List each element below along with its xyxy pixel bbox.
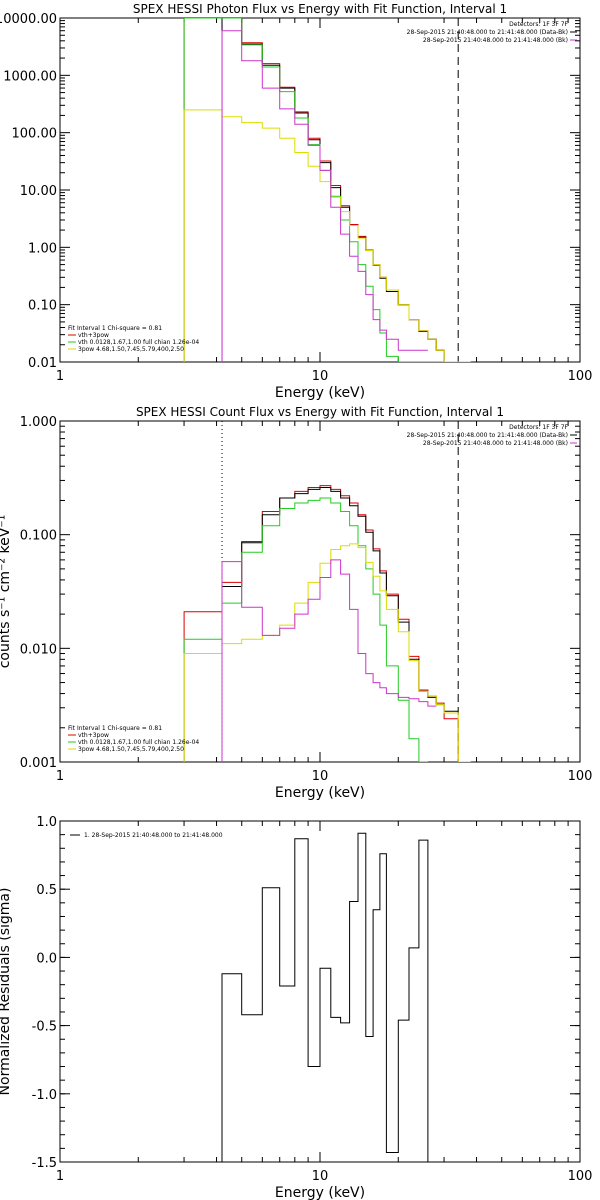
y-tick-label: 0.010 — [20, 642, 57, 657]
x-tick-label: 100 — [568, 369, 593, 384]
chart-panel-1: 1 10 100 0.01 0.10 1.00 10.00 100.00 1000.00 1000… — [0, 2, 592, 401]
y-tick-label: 0.10 — [28, 299, 57, 314]
series-line — [221, 832, 459, 1162]
y-tick-label: 1.000 — [20, 415, 57, 430]
legend-entry: vth 0.0128,1.67,1.00 full chian 1.26e-04 — [78, 339, 199, 346]
series-group — [221, 832, 459, 1162]
legend-entry: vth+3pow — [78, 332, 109, 339]
series-line — [221, 18, 459, 362]
x-tick-label: 1 — [56, 369, 64, 384]
x-tick-label: 100 — [568, 1169, 593, 1184]
legend-entry: 1. 28-Sep-2015 21:40:48.000 to 21:41:48.… — [84, 832, 223, 839]
y-tick-label: 0.5 — [36, 883, 57, 898]
y-tick-label: 100.00 — [12, 127, 58, 142]
y-tick-label: 1.0 — [36, 815, 57, 830]
series-line — [183, 497, 428, 762]
info-text: 28-Sep-2015 21:40:48.000 to 21:41:48.000… — [407, 29, 568, 36]
y-tick-label: 0.100 — [20, 529, 57, 544]
info-text: Detectors: 1F 3F 7F — [509, 21, 568, 28]
y-tick-label: -0.5 — [32, 1020, 57, 1035]
legend-header: Fit Interval 1 Chi-square = 0.81 — [68, 725, 162, 732]
series-line — [183, 109, 471, 362]
y-axis-label: counts s⁻¹ cm⁻² keV⁻¹ — [0, 515, 13, 669]
legend-entry: 3pow 4.68,1.50,7.45,5.79,400,2.50 — [78, 746, 184, 753]
y-tick-label: 1000.00 — [3, 69, 57, 84]
y-tick-label: 0.01 — [28, 356, 57, 371]
x-axis-label: Energy (keV) — [275, 785, 365, 801]
series-line — [221, 30, 428, 362]
x-tick-label: 10 — [312, 369, 329, 384]
info-text: 28-Sep-2015 21:40:48.000 to 21:41:48.000… — [423, 37, 568, 44]
series-group — [183, 18, 471, 362]
y-tick-label: 1.00 — [28, 241, 57, 256]
series-group — [183, 485, 471, 762]
legend-entry: vth 0.0128,1.67,1.00 full chian 1.26e-04 — [78, 739, 199, 746]
legend-header: Fit Interval 1 Chi-square = 0.81 — [68, 325, 162, 332]
info-text: 28-Sep-2015 21:40:48.000 to 21:41:48.000… — [407, 432, 568, 439]
legend-entry: vth+3pow — [78, 732, 109, 739]
chart-panel-2: 1 10 100 0.001 0.010 0.100 1.000 SPEX HESSI Cou… — [0, 405, 592, 801]
info-text: 28-Sep-2015 21:40:48.000 to 21:41:48.000… — [423, 440, 568, 447]
y-tick-label: 10.00 — [20, 184, 57, 199]
legend-entry: 3pow 4.68,1.50,7.45,5.79,400,2.50 — [78, 346, 184, 353]
series-line — [183, 18, 445, 362]
chart-title: SPEX HESSI Photon Flux vs Energy with Fi… — [133, 2, 507, 16]
x-tick-label: 100 — [568, 769, 593, 784]
y-tick-label: 0.001 — [20, 756, 57, 771]
y-axis-label: Normalized Residuals (sigma) — [0, 888, 13, 1096]
y-tick-label: 0.0 — [36, 951, 57, 966]
x-tick-label: 10 — [312, 769, 329, 784]
x-tick-label: 1 — [56, 1169, 64, 1184]
chart-panel-3: 1 10 100 -1.5 -1.0 -0.5 0.0 0.5 1.0 Energy (keV) N… — [0, 815, 592, 1200]
series-line — [183, 18, 471, 362]
plot-frame — [59, 17, 581, 363]
x-axis-label: Energy (keV) — [275, 1185, 365, 1200]
y-tick-label: -1.5 — [32, 1156, 57, 1171]
info-text: Detectors: 1F 3F 7F — [509, 424, 568, 431]
x-tick-label: 10 — [312, 1169, 329, 1184]
series-line — [221, 559, 437, 762]
x-axis-label: Energy (keV) — [275, 385, 365, 401]
series-line — [183, 485, 471, 762]
y-tick-label: -1.0 — [32, 1088, 57, 1103]
chart-title: SPEX HESSI Count Flux vs Energy with Fit… — [136, 405, 504, 419]
series-line — [221, 487, 459, 762]
y-tick-label: 10000.00 — [0, 12, 57, 27]
x-tick-label: 1 — [56, 769, 64, 784]
series-line — [183, 543, 471, 762]
